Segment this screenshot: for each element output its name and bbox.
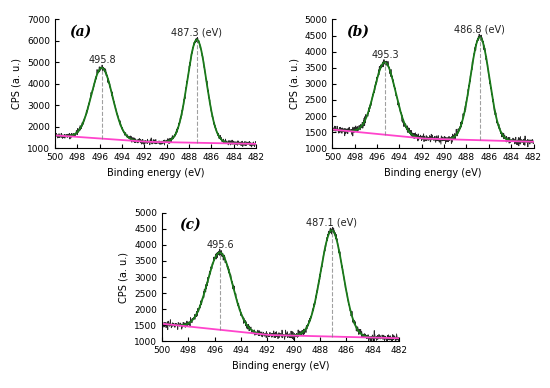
- Text: (c): (c): [179, 218, 200, 232]
- Text: 487.1 (eV): 487.1 (eV): [306, 218, 358, 228]
- Text: 495.3: 495.3: [371, 50, 399, 60]
- Text: 487.3 (eV): 487.3 (eV): [172, 27, 222, 37]
- Text: 495.8: 495.8: [88, 55, 116, 65]
- Text: (a): (a): [69, 24, 91, 38]
- Y-axis label: CPS (a. u.): CPS (a. u.): [119, 251, 129, 303]
- X-axis label: Binding energy (eV): Binding energy (eV): [107, 168, 204, 178]
- Y-axis label: CPS (a. u.): CPS (a. u.): [289, 58, 299, 109]
- Text: 495.6: 495.6: [206, 240, 234, 250]
- Text: (b): (b): [346, 24, 370, 38]
- Y-axis label: CPS (a. u.): CPS (a. u.): [12, 58, 21, 109]
- X-axis label: Binding energy (eV): Binding energy (eV): [384, 168, 482, 178]
- Text: 486.8 (eV): 486.8 (eV): [454, 24, 505, 35]
- X-axis label: Binding energy (eV): Binding energy (eV): [232, 361, 329, 371]
